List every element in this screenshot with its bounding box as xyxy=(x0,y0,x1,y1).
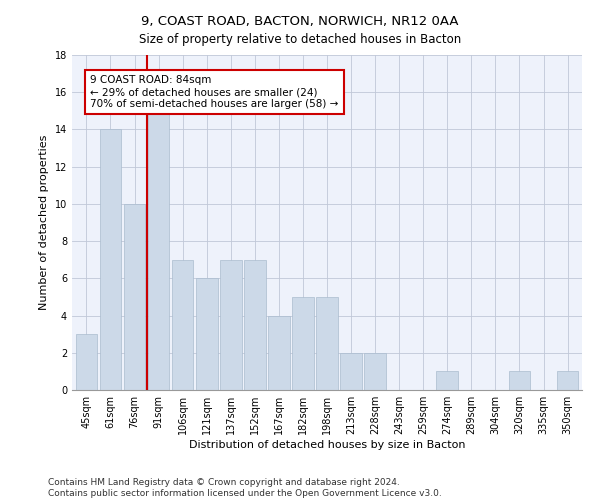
Text: 9, COAST ROAD, BACTON, NORWICH, NR12 0AA: 9, COAST ROAD, BACTON, NORWICH, NR12 0AA xyxy=(141,15,459,28)
Bar xyxy=(100,130,121,390)
Bar xyxy=(557,372,578,390)
Bar xyxy=(364,353,386,390)
Bar xyxy=(244,260,266,390)
Bar xyxy=(340,353,362,390)
Bar xyxy=(220,260,242,390)
Bar xyxy=(268,316,290,390)
Y-axis label: Number of detached properties: Number of detached properties xyxy=(39,135,49,310)
Text: Size of property relative to detached houses in Bacton: Size of property relative to detached ho… xyxy=(139,32,461,46)
Bar xyxy=(196,278,218,390)
Text: 9 COAST ROAD: 84sqm
← 29% of detached houses are smaller (24)
70% of semi-detach: 9 COAST ROAD: 84sqm ← 29% of detached ho… xyxy=(90,76,338,108)
Bar xyxy=(76,334,97,390)
Bar xyxy=(292,297,314,390)
Bar xyxy=(172,260,193,390)
Bar xyxy=(148,111,169,390)
Text: Contains HM Land Registry data © Crown copyright and database right 2024.
Contai: Contains HM Land Registry data © Crown c… xyxy=(48,478,442,498)
X-axis label: Distribution of detached houses by size in Bacton: Distribution of detached houses by size … xyxy=(189,440,465,450)
Bar xyxy=(124,204,145,390)
Bar xyxy=(316,297,338,390)
Bar xyxy=(509,372,530,390)
Bar xyxy=(436,372,458,390)
